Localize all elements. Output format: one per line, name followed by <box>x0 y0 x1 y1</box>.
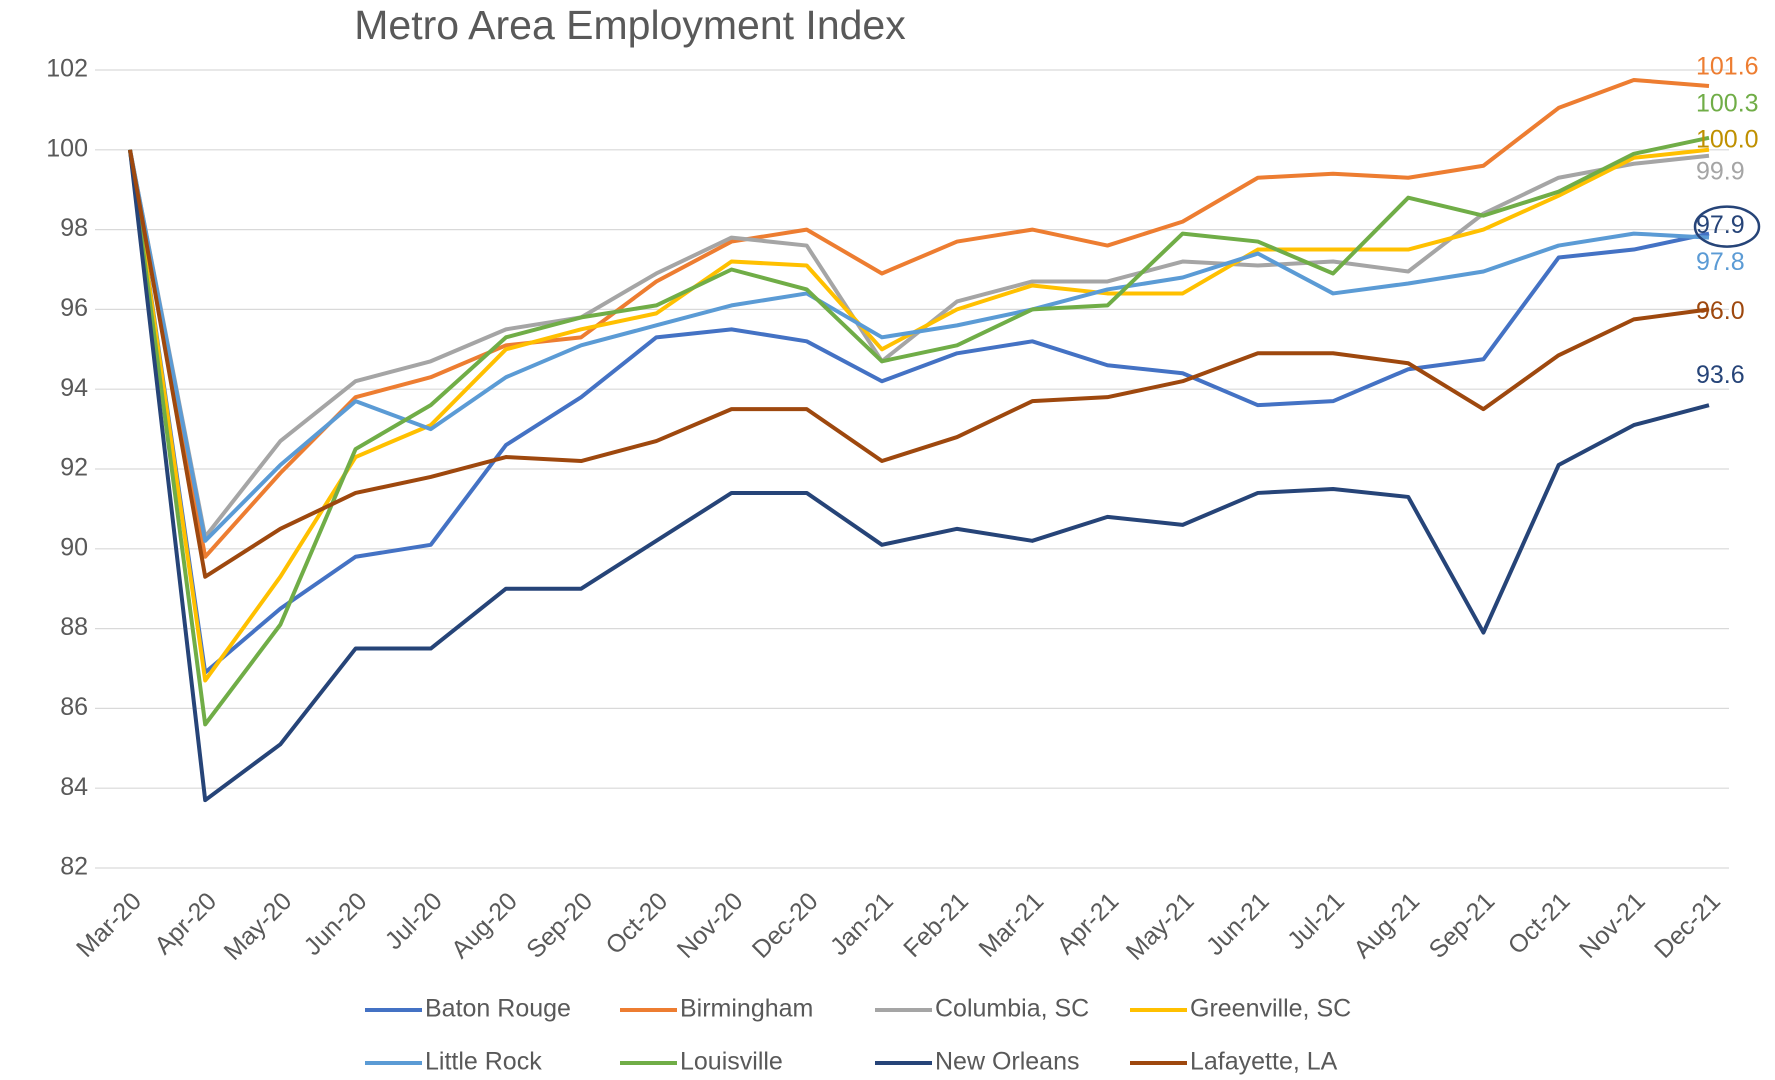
x-tick-label: Aug-20 <box>446 887 523 964</box>
y-tick-label: 88 <box>60 613 88 641</box>
x-tick-label: May-20 <box>219 887 298 966</box>
series-line <box>128 149 1710 675</box>
x-tick-label: Oct-20 <box>600 887 673 960</box>
legend-label: Louisville <box>680 1048 783 1076</box>
x-tick-label: Dec-21 <box>1649 887 1726 964</box>
legend-label: Greenville, SC <box>1190 995 1351 1023</box>
legend-label: Lafayette, LA <box>1190 1048 1338 1076</box>
y-tick-label: 96 <box>60 294 88 322</box>
y-tick-label: 86 <box>60 693 88 721</box>
end-label: 96.0 <box>1696 297 1745 325</box>
x-tick-label: Sep-20 <box>521 887 598 964</box>
x-tick-label: Feb-21 <box>898 887 974 963</box>
legend-label: Baton Rouge <box>425 995 571 1023</box>
legend-label: New Orleans <box>935 1048 1080 1076</box>
end-label: 97.8 <box>1696 248 1745 276</box>
end-label: 101.6 <box>1696 53 1759 81</box>
series-line <box>128 149 1710 539</box>
x-tick-label: Jan-21 <box>825 887 899 961</box>
series-line <box>128 149 1710 803</box>
series-line <box>128 77 1710 559</box>
x-tick-label: Jul-20 <box>380 887 448 955</box>
y-tick-label: 90 <box>60 533 88 561</box>
end-label: 99.9 <box>1696 157 1745 185</box>
x-tick-label: Dec-20 <box>747 887 824 964</box>
y-tick-label: 102 <box>46 55 88 83</box>
x-tick-label: Nov-20 <box>672 887 749 964</box>
legend-label: Columbia, SC <box>935 995 1089 1023</box>
x-tick-label: Mar-20 <box>71 887 147 963</box>
y-tick-label: 94 <box>60 374 88 402</box>
end-label: 97.9 <box>1696 211 1745 239</box>
x-tick-label: Jun-21 <box>1201 887 1275 961</box>
x-tick-label: Nov-21 <box>1574 887 1651 964</box>
y-tick-label: 82 <box>60 853 88 881</box>
x-tick-label: Aug-21 <box>1348 887 1425 964</box>
x-tick-label: Apr-21 <box>1052 887 1125 960</box>
y-tick-label: 84 <box>60 773 88 801</box>
y-tick-label: 98 <box>60 214 88 242</box>
y-tick-label: 92 <box>60 454 88 482</box>
x-tick-label: Mar-21 <box>973 887 1049 963</box>
x-tick-label: Oct-21 <box>1503 887 1576 960</box>
legend-label: Birmingham <box>680 995 813 1023</box>
highlight-circle <box>1693 205 1761 248</box>
end-label: 100.0 <box>1696 125 1759 153</box>
end-label: 93.6 <box>1696 361 1745 389</box>
x-tick-label: Sep-21 <box>1424 887 1501 964</box>
legend-label: Little Rock <box>425 1048 542 1076</box>
end-label: 100.3 <box>1696 89 1759 117</box>
series-line <box>128 149 1710 543</box>
series-line <box>128 149 1710 579</box>
x-tick-label: Jun-20 <box>299 887 373 961</box>
chart-title: Metro Area Employment Index <box>354 2 906 48</box>
x-tick-label: May-21 <box>1121 887 1200 966</box>
series-line <box>128 135 1710 727</box>
y-tick-label: 100 <box>46 134 88 162</box>
x-tick-label: Jul-21 <box>1282 887 1350 955</box>
x-tick-label: Apr-20 <box>149 887 222 960</box>
